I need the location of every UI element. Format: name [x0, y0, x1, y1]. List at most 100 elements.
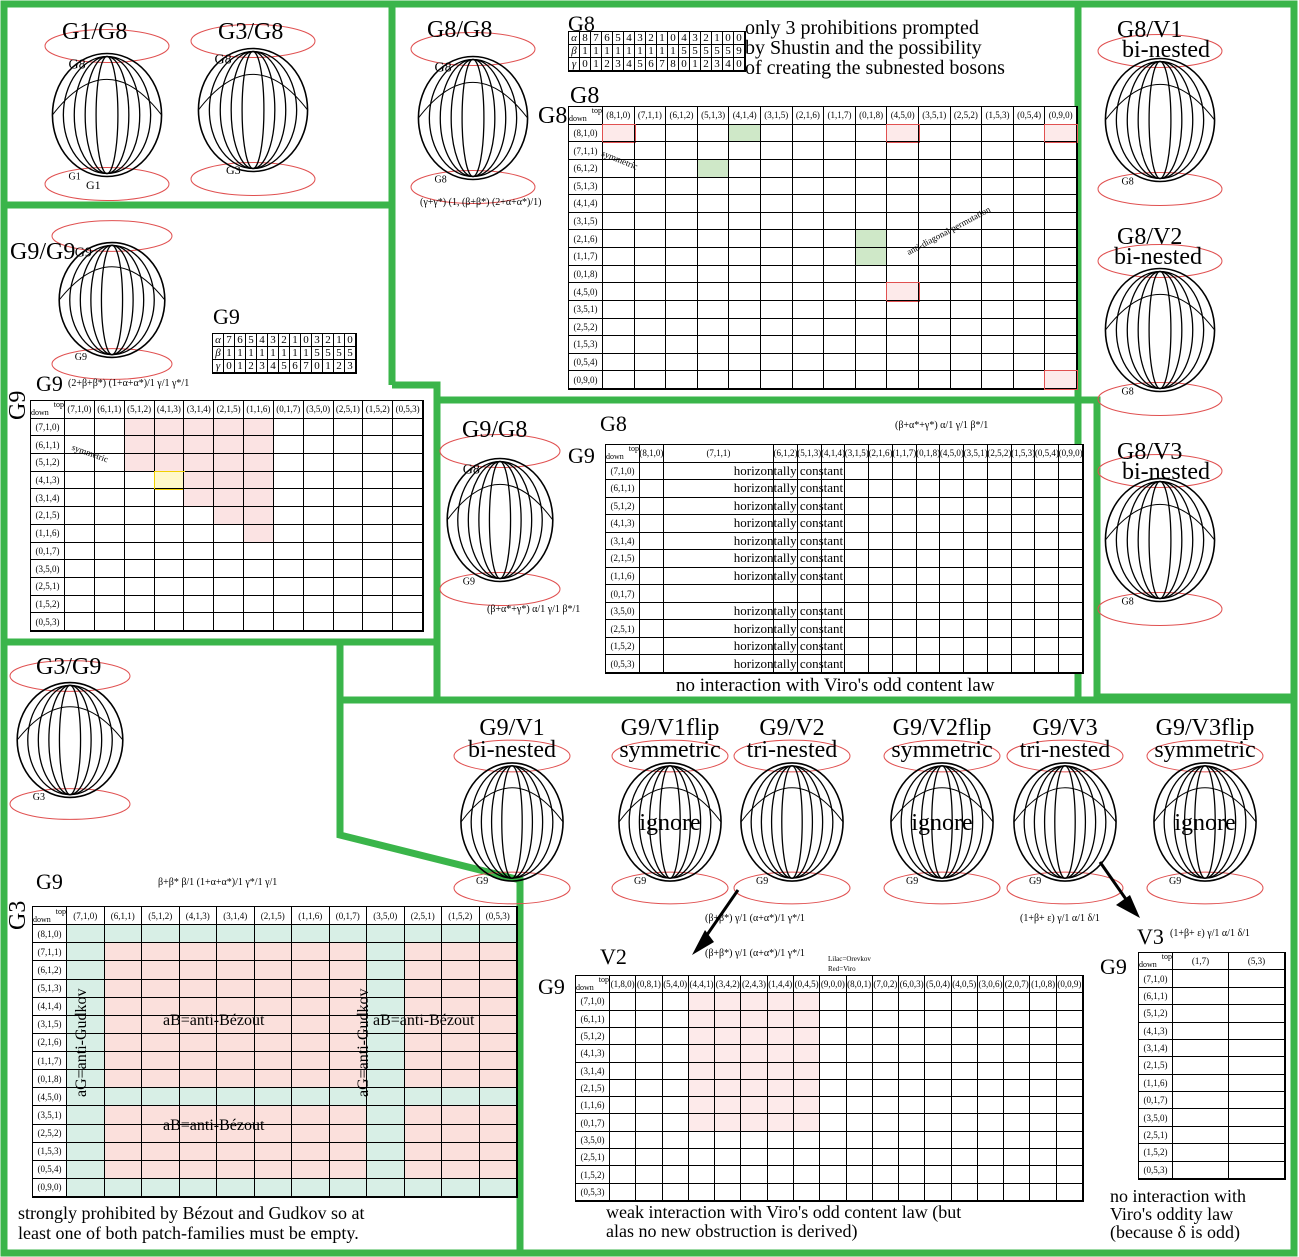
table-cell [987, 462, 1012, 481]
table-cell [214, 436, 244, 455]
table-cell [154, 436, 185, 455]
table-cell [94, 595, 125, 614]
table-cell [1013, 265, 1046, 284]
table-cell [1173, 1057, 1229, 1075]
table-cell [610, 1183, 637, 1201]
table-cell [634, 230, 667, 248]
table-cell [869, 462, 893, 481]
anti-bezout-label-1: aB=anti-Bézout [163, 1012, 265, 1029]
row-header: (1,5,2) [606, 637, 640, 656]
table-cell [254, 1142, 292, 1161]
table-cell [214, 577, 244, 596]
row-header: (0,5,3) [606, 655, 640, 673]
table-cell [94, 489, 125, 508]
table-cell [845, 480, 870, 498]
table-title-g9g8: G8 [600, 411, 627, 436]
table-cell [1173, 1022, 1229, 1040]
table-cell [919, 212, 951, 231]
table-cell [104, 961, 142, 980]
panel-title-g8v3: G8/V3 [1117, 439, 1183, 465]
table-cell [761, 336, 793, 354]
table-cell [610, 1010, 637, 1028]
table-cell [951, 1131, 978, 1150]
column-header: (1,5,3) [1011, 445, 1036, 463]
table-cell [367, 925, 405, 944]
table-cell [1059, 602, 1083, 621]
table-cell [767, 1027, 794, 1046]
table-cell [1044, 123, 1078, 144]
table-cell [950, 212, 983, 231]
table-cell [793, 1027, 821, 1046]
column-header: (0,4,5) [793, 976, 821, 994]
column-header: (2,5,1) [333, 401, 364, 419]
formula-v2-a: (β+β*) γ/1 (α+α*)/1 γ*/1 [705, 913, 805, 924]
table-cell [916, 532, 941, 551]
table-cell [767, 1045, 794, 1063]
table-cell [603, 212, 635, 231]
table-cell [824, 318, 856, 337]
svg-text:G8: G8 [69, 58, 86, 73]
table-cell [916, 497, 941, 516]
table-cell [1004, 1010, 1031, 1028]
table-cell [640, 480, 664, 498]
small-table-cell: 1 [657, 45, 668, 58]
table-cell [987, 532, 1012, 551]
table-cell [729, 353, 761, 372]
table-cell [1056, 1079, 1083, 1098]
panel-title-g9v-1: G9/V1 [479, 715, 545, 741]
table-corner: top down [576, 976, 610, 994]
table-cell [65, 436, 95, 455]
table-cell [214, 418, 244, 437]
anti-gudkov-label-2: aG=anti-Gudkov [355, 988, 372, 1097]
table-cell [179, 943, 217, 962]
row-header: (3,1,4) [606, 532, 640, 551]
table-cell [634, 195, 667, 213]
row-header: (0,1,7) [1139, 1092, 1173, 1110]
table-cell [124, 613, 155, 631]
small-table-cell: 1 [246, 347, 257, 360]
table-cell [1013, 142, 1046, 160]
table-cell [824, 353, 856, 372]
table-cell [982, 300, 1014, 319]
table-cell [303, 542, 334, 561]
table-cell [67, 997, 105, 1016]
column-header: (5,1,2) [142, 907, 180, 926]
row-header: (4,1,3) [576, 1045, 610, 1063]
table-cell [603, 195, 635, 213]
table-cell [244, 577, 274, 596]
table-cell [179, 1178, 217, 1197]
table-cell [244, 454, 274, 472]
table-cell [1011, 585, 1036, 603]
table-cell [662, 1183, 689, 1201]
table-cell [741, 1062, 768, 1080]
table-cell [1030, 1027, 1057, 1046]
table-cell [303, 524, 334, 543]
table-cell [65, 471, 95, 490]
table-cell [1011, 515, 1036, 533]
table-cell [104, 1033, 142, 1052]
table-cell [65, 418, 95, 437]
table-cell [869, 532, 893, 551]
table-cell [292, 1015, 330, 1034]
table-cell [404, 1070, 442, 1089]
table-cell [982, 177, 1014, 196]
globe-g8v3: G8 [1097, 454, 1223, 626]
table-cell [919, 142, 951, 160]
table-cell [872, 1079, 900, 1098]
table-cell [950, 142, 983, 160]
table-cell [273, 454, 304, 472]
table-cell [1229, 1092, 1285, 1110]
table-cell [393, 560, 423, 578]
small-table-title-g9: G9 [213, 304, 240, 329]
table-cell [636, 1097, 663, 1115]
table-cell [925, 1062, 952, 1080]
table-cell [925, 1114, 952, 1132]
row-header: (6,1,1) [576, 1010, 610, 1028]
table-cell [124, 577, 155, 596]
table-cell [919, 283, 951, 301]
column-header: (2,5,2) [950, 107, 983, 125]
table-cell [715, 1010, 742, 1028]
small-table-cell: 5 [613, 32, 624, 45]
table-cell [855, 177, 888, 196]
